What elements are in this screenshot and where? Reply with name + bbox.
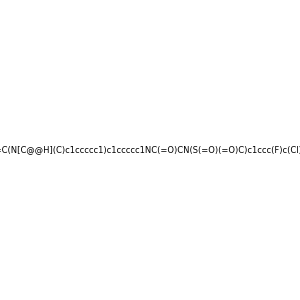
Text: O=C(N[C@@H](C)c1ccccc1)c1ccccc1NC(=O)CN(S(=O)(=O)C)c1ccc(F)c(Cl)c1: O=C(N[C@@H](C)c1ccccc1)c1ccccc1NC(=O)CN(… <box>0 146 300 154</box>
